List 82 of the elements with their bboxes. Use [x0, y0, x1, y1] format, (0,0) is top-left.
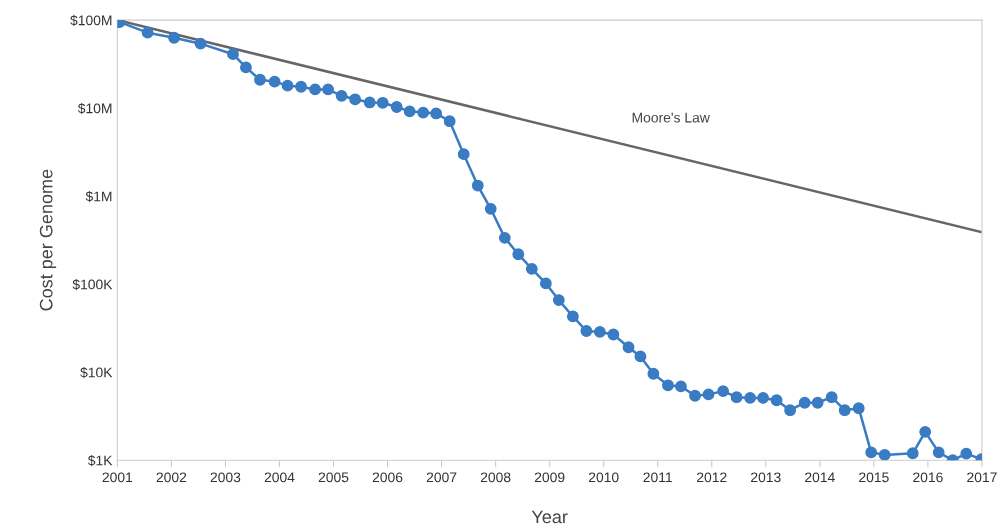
point — [512, 248, 525, 261]
point — [417, 106, 430, 119]
point — [744, 392, 757, 404]
y-tick-label: $1K — [87, 454, 113, 467]
point — [852, 402, 865, 415]
point — [717, 385, 730, 398]
x-tick-label: 2003 — [210, 472, 241, 483]
x-tick-label: 2009 — [534, 472, 565, 483]
x-tick-label: 2016 — [913, 472, 943, 483]
point — [702, 388, 715, 401]
point — [309, 83, 322, 96]
x-tick-label: 2012 — [697, 472, 727, 483]
point — [335, 89, 348, 102]
point — [607, 328, 620, 341]
y-tick-label: $10M — [77, 102, 112, 115]
x-tick-label: 2002 — [156, 472, 187, 483]
point — [647, 367, 660, 380]
point — [168, 31, 180, 44]
point — [268, 75, 281, 88]
point — [443, 115, 456, 128]
point — [194, 37, 207, 50]
y-tick-label: $100K — [72, 278, 113, 291]
x-tick-label: 2014 — [805, 472, 835, 483]
x-tick-label: 2008 — [480, 472, 511, 483]
series-label: Moore's Law — [632, 112, 710, 123]
point — [525, 263, 538, 275]
point — [498, 231, 511, 244]
point — [141, 26, 154, 39]
point — [471, 179, 484, 192]
point — [254, 73, 266, 86]
y-axis-title: Cost per Genome — [39, 169, 57, 311]
point — [757, 392, 769, 404]
point — [878, 448, 891, 461]
point — [784, 404, 797, 417]
point — [960, 447, 973, 460]
x-tick-label: 2005 — [318, 472, 349, 483]
point — [730, 391, 743, 404]
x-tick-label: 2001 — [102, 472, 133, 483]
point — [322, 83, 334, 96]
point — [281, 79, 294, 92]
point — [593, 325, 606, 338]
point — [675, 380, 687, 393]
point — [622, 341, 635, 354]
point — [457, 148, 470, 161]
x-tick-label: 2017 — [967, 472, 997, 483]
point — [825, 391, 838, 404]
point — [662, 379, 674, 392]
point — [376, 96, 389, 109]
point — [227, 48, 239, 61]
x-tick-label: 2013 — [751, 472, 781, 483]
y-tick-label: $100M — [70, 14, 112, 27]
point — [240, 61, 252, 74]
y-tick-label: $1M — [85, 190, 112, 203]
point — [295, 80, 307, 93]
point — [798, 396, 811, 409]
point — [865, 446, 878, 459]
point — [634, 350, 647, 363]
point — [403, 105, 416, 118]
point — [390, 101, 403, 113]
point — [349, 93, 362, 106]
point — [552, 294, 565, 306]
x-tick-label: 2007 — [426, 472, 457, 483]
point — [919, 425, 932, 438]
x-tick-label: 2015 — [859, 472, 889, 483]
point — [689, 389, 701, 402]
x-tick-label: 2004 — [264, 472, 295, 483]
x-tick-label: 2011 — [643, 472, 672, 483]
point — [430, 107, 443, 120]
point — [363, 96, 376, 109]
point — [932, 446, 945, 459]
point — [566, 310, 579, 323]
point — [906, 447, 919, 460]
point — [580, 325, 593, 337]
x-tick-label: 2010 — [588, 472, 619, 483]
point — [811, 396, 824, 409]
x-tick-label: 2006 — [372, 472, 403, 483]
y-tick-label: $10K — [80, 366, 113, 379]
point — [484, 202, 497, 215]
point — [770, 394, 783, 407]
point — [539, 277, 552, 290]
point — [838, 404, 851, 417]
x-axis-title: Year — [531, 510, 568, 524]
